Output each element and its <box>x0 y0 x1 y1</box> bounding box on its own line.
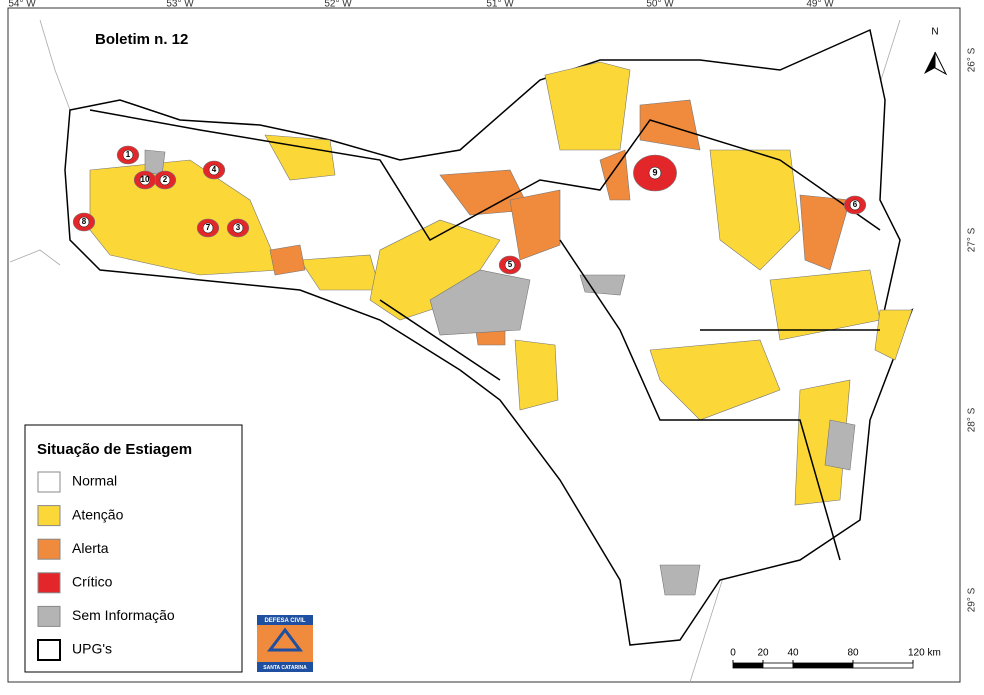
lon-label: 54° W <box>8 0 36 10</box>
region <box>874 309 913 361</box>
arrow-left <box>924 52 935 74</box>
region <box>799 194 851 271</box>
legend-label: Alerta <box>72 540 109 556</box>
logo-text: DEFESA CIVIL <box>264 618 305 624</box>
arrow-right <box>934 51 948 76</box>
scale-label: 20 <box>757 648 769 659</box>
north-label: N <box>931 27 938 38</box>
logo: DEFESA CIVIL SANTA CATARINA <box>257 615 313 672</box>
upg-boundaries <box>89 109 881 561</box>
region <box>649 339 781 421</box>
scale-segment <box>792 662 854 669</box>
label-badge <box>849 199 861 211</box>
critical-label: 9 <box>652 167 657 177</box>
lat-label: 28° S <box>967 407 978 432</box>
region <box>544 61 631 151</box>
lat-label: 27° S <box>967 227 978 252</box>
legend-label: Crítico <box>72 574 113 590</box>
scale-segment <box>762 662 794 669</box>
label-badge <box>78 216 90 228</box>
critical-label: 4 <box>212 165 217 174</box>
region <box>659 564 701 596</box>
label-badge <box>202 222 214 234</box>
scale-label: 0 <box>730 648 736 659</box>
legend-label: Atenção <box>72 506 124 522</box>
critical-label: 1 <box>126 150 131 159</box>
legend-swatch <box>37 471 61 493</box>
critical-label: 10 <box>141 175 150 184</box>
legend-swatch <box>37 639 61 661</box>
lon-label: 50° W <box>646 0 674 10</box>
critical-label: 7 <box>206 223 211 232</box>
scale-segment <box>852 662 914 669</box>
lon-label: 52° W <box>324 0 352 10</box>
legend-title: Situação de Estiagem <box>37 441 192 458</box>
region <box>514 339 559 411</box>
critical-label: 8 <box>82 217 87 226</box>
scale-label: 120 km <box>908 648 941 659</box>
region <box>429 269 531 336</box>
critical-label: 2 <box>163 175 168 184</box>
region <box>639 99 701 151</box>
logo-top <box>257 615 313 625</box>
north-arrow: N <box>924 27 948 76</box>
region <box>794 379 851 506</box>
regions <box>89 61 913 596</box>
lon-label: 51° W <box>486 0 514 10</box>
lon-label: 53° W <box>166 0 194 10</box>
lat-label: 26° S <box>967 47 978 72</box>
critical-label: 5 <box>508 260 513 269</box>
label-badge <box>159 174 171 186</box>
legend-swatch <box>37 505 61 527</box>
label-badge <box>208 164 220 176</box>
label-badge <box>122 149 134 161</box>
legend-label: UPG's <box>72 641 112 657</box>
lon-label: 49° W <box>806 0 834 10</box>
legend-box <box>24 424 243 673</box>
legend-swatch <box>37 605 61 627</box>
label-badge <box>504 259 516 271</box>
logo-text: SANTA CATARINA <box>263 665 307 671</box>
region <box>89 159 281 276</box>
lat-label: 29° S <box>967 587 978 612</box>
label-badge <box>232 222 244 234</box>
logo-bottom <box>257 662 313 672</box>
region <box>599 149 631 201</box>
legend-swatch <box>37 538 61 560</box>
label-badge <box>648 166 662 180</box>
label-badge <box>139 174 151 186</box>
region <box>824 419 856 471</box>
critical-label: 3 <box>236 223 241 232</box>
region <box>579 274 626 296</box>
logo-triangle <box>267 627 303 652</box>
region <box>509 189 561 261</box>
scale-segment <box>732 662 764 669</box>
legend-label: Normal <box>72 473 117 489</box>
region <box>709 149 801 271</box>
scale-label: 40 <box>787 648 799 659</box>
legend-swatch <box>37 572 61 594</box>
legend-label: Sem Informação <box>72 607 175 623</box>
critical-label: 6 <box>853 200 858 209</box>
region <box>269 244 306 276</box>
scale-label: 80 <box>847 648 859 659</box>
region <box>264 134 336 181</box>
map-title: Boletim n. 12 <box>95 31 188 48</box>
